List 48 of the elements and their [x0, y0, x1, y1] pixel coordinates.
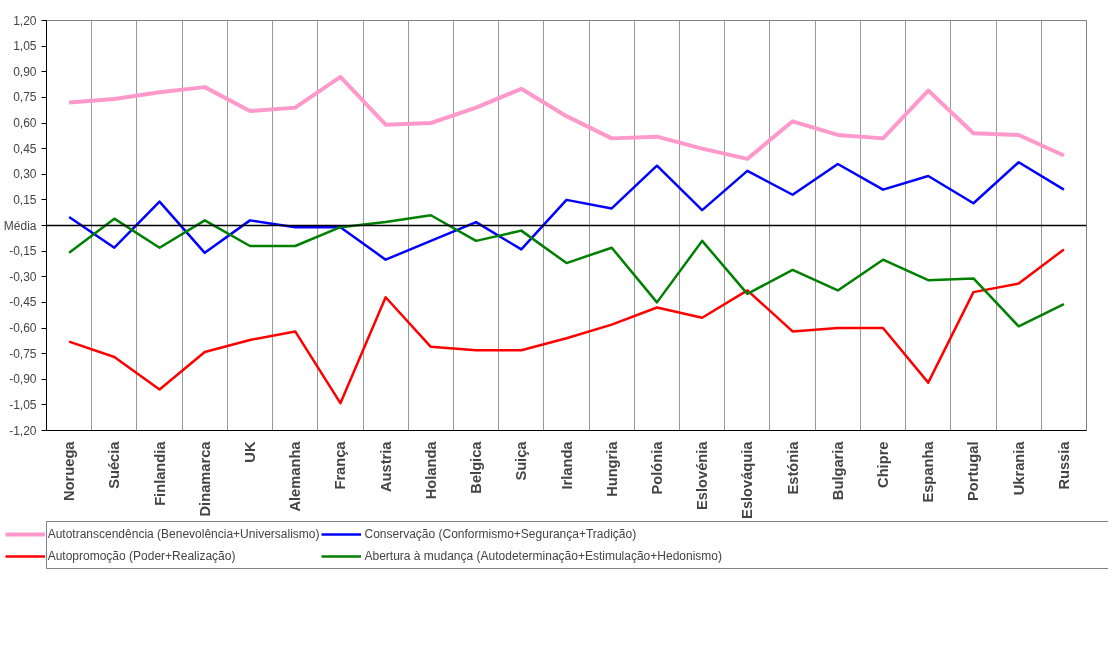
x-tick-label: Belgica [468, 440, 485, 494]
y-tick-label: 0,45 [13, 141, 37, 156]
legend-label: Abertura à mudança (Autodeterminação+Estimulação+Hedonismo) [364, 549, 722, 563]
x-tick-label: Ukrania [1010, 440, 1027, 496]
x-tick-label: Eslovénia [694, 440, 711, 510]
y-tick-label: 0,30 [13, 167, 37, 182]
legend-label: Autotranscendência (Benevolência+Universalismo) [47, 527, 320, 541]
legend-label: Conservação (Conformismo+Segurança+Tradição) [364, 527, 637, 541]
y-tick-label: 0,15 [13, 192, 37, 207]
x-tick-label: Bulgaria [829, 440, 846, 501]
y-tick-label: 0,90 [13, 64, 37, 79]
legend-label: Autopromoção (Poder+Realização) [47, 549, 236, 563]
x-tick-label: Irlanda [558, 440, 575, 490]
y-tick-label: -0,15 [9, 244, 37, 259]
x-tick-label: Hungria [603, 440, 620, 497]
x-tick-label: Austria [377, 440, 394, 492]
x-tick-label: Chipre [875, 441, 892, 488]
x-tick-label: Dinamarca [196, 440, 213, 517]
line-series [67, 248, 1066, 405]
x-tick-label: Alemanha [287, 440, 304, 512]
y-tick-label: -0,45 [9, 295, 37, 310]
x-tick-label: Finlandia [151, 440, 168, 506]
line-series [67, 214, 1066, 328]
y-tick-label: -1,20 [9, 423, 37, 438]
x-tick-label: Noruega [61, 440, 78, 501]
y-tick-label: Média [3, 218, 37, 233]
y-tick-label: 1,20 [13, 13, 37, 28]
line-series [67, 161, 1066, 261]
x-tick-label: Eslováquia [739, 440, 756, 519]
y-tick-label: -0,75 [9, 346, 37, 361]
line-series [67, 74, 1066, 161]
x-tick-label: Suécia [106, 440, 123, 489]
y-tick-label: 0,60 [13, 116, 37, 130]
x-tick-label: Holanda [422, 440, 439, 500]
x-tick-label: Estónia [784, 440, 801, 495]
x-tick-label: França [332, 440, 349, 490]
x-tick-label: UK [241, 441, 258, 463]
x-tick-label: Polónia [648, 440, 665, 495]
y-tick-label: -0,30 [9, 269, 37, 284]
x-tick-label: Espanha [920, 440, 937, 503]
y-tick-label: 1,05 [13, 39, 37, 54]
y-tick-label: 0,75 [13, 90, 37, 105]
y-tick-label: -1,05 [9, 397, 37, 412]
y-tick-label: -0,90 [9, 372, 37, 387]
x-tick-label: Suiça [513, 440, 530, 481]
y-tick-label: -0,60 [9, 321, 37, 335]
x-tick-label: Russia [1055, 440, 1072, 490]
x-tick-label: Portugal [965, 441, 982, 501]
